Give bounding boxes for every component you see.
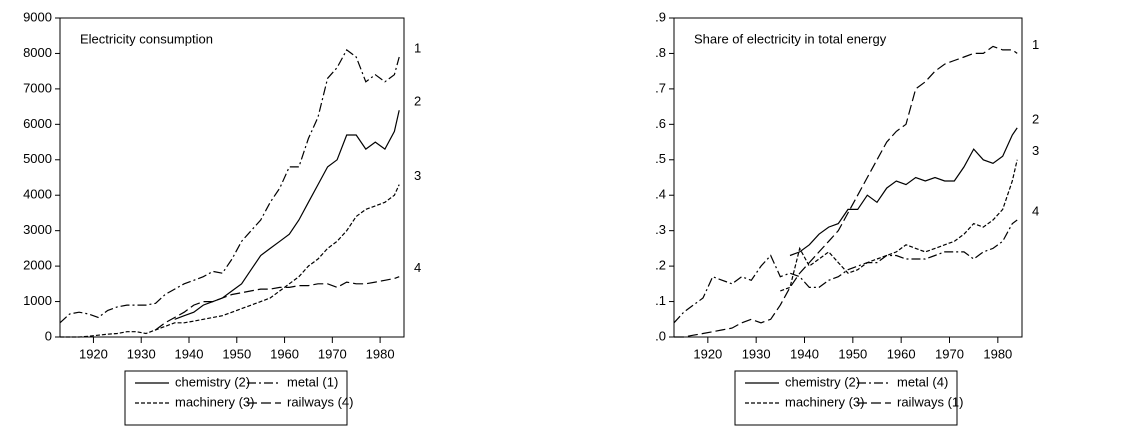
- legend-label: metal (1): [287, 374, 338, 389]
- legend-label: metal (4): [897, 374, 948, 389]
- y-tick-label: .7: [655, 80, 666, 95]
- legend-label: chemistry (2): [175, 374, 250, 389]
- y-tick-label: 0: [45, 328, 52, 343]
- y-tick-label: 6000: [23, 116, 52, 131]
- x-tick-label: 1920: [79, 346, 108, 361]
- y-tick-label: 3000: [23, 222, 52, 237]
- x-tick-label: 1940: [175, 346, 204, 361]
- x-tick-label: 1960: [270, 346, 299, 361]
- series-end-label: 2: [1032, 111, 1039, 126]
- x-tick-label: 1920: [693, 346, 722, 361]
- y-tick-label: 1000: [23, 293, 52, 308]
- y-tick-label: .0: [655, 328, 666, 343]
- y-tick-label: 4000: [23, 187, 52, 202]
- chart-title: Electricity consumption: [80, 31, 213, 46]
- y-tick-label: .2: [655, 258, 666, 273]
- y-tick-label: .3: [655, 222, 666, 237]
- legend-label: railways (4): [287, 394, 353, 409]
- series-line: [673, 219, 1018, 324]
- legend-box: [124, 370, 348, 426]
- series-line: [674, 45, 1018, 338]
- y-tick-label: .8: [655, 45, 666, 60]
- x-tick-label: 1970: [935, 346, 964, 361]
- plot-frame: [59, 17, 405, 338]
- y-tick-label: .5: [655, 151, 666, 166]
- y-tick-label: .1: [655, 293, 666, 308]
- x-tick-label: 1980: [366, 346, 395, 361]
- series-end-label: 1: [414, 40, 421, 55]
- y-tick-label: 8000: [23, 45, 52, 60]
- series-end-label: 1: [1032, 37, 1039, 52]
- x-tick-label: 1950: [222, 346, 251, 361]
- x-tick-label: 1930: [127, 346, 156, 361]
- plot-frame: [673, 17, 1023, 338]
- x-tick-label: 1930: [742, 346, 771, 361]
- y-tick-label: 2000: [23, 258, 52, 273]
- series-end-label: 3: [414, 168, 421, 183]
- legend-label: chemistry (2): [785, 374, 860, 389]
- series-end-label: 3: [1032, 143, 1039, 158]
- y-tick-label: .4: [655, 187, 666, 202]
- x-tick-label: 1970: [318, 346, 347, 361]
- y-tick-label: .9: [655, 9, 666, 24]
- x-tick-label: 1980: [983, 346, 1012, 361]
- y-tick-label: 5000: [23, 151, 52, 166]
- series-line: [155, 276, 400, 331]
- y-tick-label: 9000: [23, 9, 52, 24]
- series-line: [60, 184, 400, 338]
- y-tick-label: 7000: [23, 80, 52, 95]
- series-end-label: 2: [414, 94, 421, 109]
- y-tick-label: .6: [655, 116, 666, 131]
- x-tick-label: 1960: [887, 346, 916, 361]
- series-end-label: 4: [1032, 203, 1039, 218]
- series-line: [789, 127, 1018, 257]
- series-end-label: 4: [414, 260, 421, 275]
- series-line: [59, 49, 400, 324]
- legend-label: machinery (3): [175, 394, 254, 409]
- x-tick-label: 1950: [838, 346, 867, 361]
- series-line: [780, 159, 1018, 292]
- legend-label: railways (1): [897, 394, 963, 409]
- x-tick-label: 1940: [790, 346, 819, 361]
- legend-box: [734, 370, 958, 426]
- chart-title: Share of electricity in total energy: [694, 31, 887, 46]
- legend-label: machinery (3): [785, 394, 864, 409]
